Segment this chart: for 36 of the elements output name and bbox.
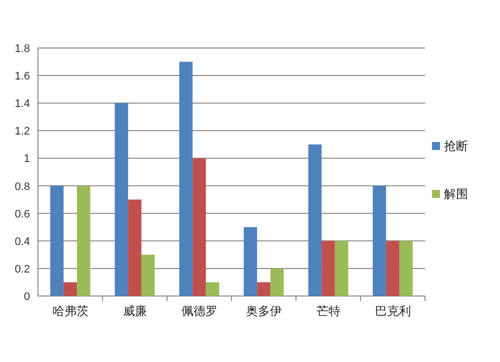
- y-tick-label: 1: [24, 153, 30, 166]
- bar: [179, 62, 193, 296]
- bar: [270, 268, 284, 296]
- bar: [114, 103, 128, 296]
- bar: [322, 240, 335, 296]
- x-tick-label: 芒特: [316, 304, 340, 318]
- bar: [386, 240, 400, 296]
- y-tick-label: 1.2: [14, 126, 30, 138]
- bar: [76, 186, 90, 296]
- bar: [206, 282, 220, 296]
- y-tick-label: 1.4: [14, 98, 30, 110]
- bar: [334, 240, 348, 296]
- bar: [257, 282, 270, 296]
- y-tick-label: 0.2: [14, 263, 30, 276]
- legend-label: 抢断: [444, 139, 468, 153]
- y-tick-label: 0: [24, 291, 30, 303]
- bar: [141, 254, 155, 296]
- x-tick-label: 威廉: [122, 304, 147, 318]
- legend-label: 解围: [444, 187, 468, 201]
- bar: [308, 144, 322, 296]
- bar: [128, 200, 142, 296]
- x-tick-label: 佩德罗: [181, 304, 218, 318]
- y-tick-label: 0.8: [14, 180, 30, 193]
- x-tick-label: 巴克利: [374, 304, 411, 318]
- bar: [192, 158, 206, 296]
- x-tick-label: 哈弗茨: [52, 304, 88, 318]
- bar: [399, 240, 413, 296]
- bar: [244, 227, 258, 296]
- y-tick-label: 1.6: [14, 70, 30, 83]
- y-tick-label: 1.8: [14, 43, 30, 55]
- bar: [372, 186, 386, 296]
- bar: [50, 186, 64, 296]
- y-tick-label: 0.4: [14, 236, 30, 248]
- x-tick-label: 奥多伊: [246, 304, 282, 318]
- y-tick-label: 0.6: [14, 208, 30, 220]
- bar: [64, 282, 77, 296]
